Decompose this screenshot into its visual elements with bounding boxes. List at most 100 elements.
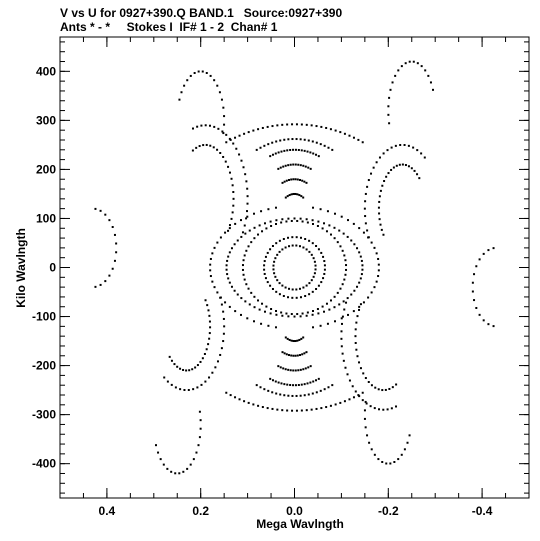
uv-point: [403, 144, 406, 147]
y-tick-labels: 400 300 200 100 0 -100 -200 -300 -400: [32, 64, 56, 470]
uv-point: [275, 223, 278, 226]
uv-point: [243, 254, 246, 257]
uv-point: [307, 393, 310, 396]
uv-point: [291, 244, 294, 247]
uv-point: [278, 250, 281, 253]
uv-point: [299, 354, 302, 357]
uv-point: [288, 287, 291, 290]
uv-point: [264, 255, 267, 258]
uv-point: [222, 155, 225, 158]
uv-point: [217, 127, 220, 130]
uv-point: [253, 212, 256, 215]
uv-point: [312, 275, 315, 278]
uv-point: [157, 451, 160, 454]
uv-point: [208, 332, 211, 335]
uv-point: [407, 144, 410, 147]
y-tick-label: -200: [32, 359, 56, 373]
uv-point: [323, 144, 326, 147]
uv-point: [198, 410, 201, 413]
uv-point: [263, 272, 266, 275]
uv-point: [178, 98, 181, 101]
uv-point: [287, 236, 290, 239]
uv-point: [284, 368, 287, 371]
uv-point: [408, 60, 411, 63]
uv-point: [302, 368, 305, 371]
uv-points: [94, 60, 495, 475]
uv-point: [352, 136, 355, 139]
uv-point: [294, 192, 297, 195]
uv-point: [311, 140, 314, 143]
uv-point: [370, 172, 373, 175]
uv-point: [429, 81, 432, 84]
uv-point: [394, 144, 397, 147]
uv-point: [359, 277, 362, 280]
uv-point: [407, 165, 410, 168]
uv-point: [234, 136, 237, 139]
uv-point: [261, 302, 264, 305]
uv-point: [220, 98, 223, 101]
uv-point: [287, 164, 290, 167]
uv-point: [312, 152, 315, 155]
uv-point: [287, 354, 290, 357]
uv-point: [182, 470, 185, 473]
uv-point: [111, 226, 114, 229]
uv-point: [248, 303, 251, 306]
uv-point: [390, 407, 393, 410]
uv-point: [257, 233, 260, 236]
uv-point: [303, 394, 306, 397]
uv-point: [295, 288, 298, 291]
uv-point: [353, 289, 356, 292]
uv-point: [275, 140, 278, 143]
uv-point: [305, 181, 308, 184]
uv-point: [286, 149, 289, 152]
uv-point: [297, 384, 300, 387]
uv-point: [108, 274, 111, 277]
uv-point: [382, 233, 385, 236]
uv-point: [187, 388, 190, 391]
uv-point: [294, 340, 297, 343]
uv-point: [196, 386, 199, 389]
uv-point: [283, 352, 286, 355]
uv-point: [394, 74, 397, 77]
uv-point: [381, 389, 384, 392]
uv-point: [275, 309, 278, 312]
uv-point: [310, 279, 313, 282]
uv-point: [403, 448, 406, 451]
uv-point: [99, 283, 102, 286]
uv-point: [291, 236, 294, 239]
axis-ticks: [59, 37, 530, 498]
uv-point: [199, 427, 202, 430]
uv-point: [307, 366, 310, 369]
uv-point: [291, 288, 294, 291]
uv-point: [289, 369, 292, 372]
uv-point: [341, 352, 344, 355]
uv-point: [199, 419, 202, 422]
uv-point: [382, 152, 385, 155]
uv-point: [250, 291, 253, 294]
uv-point: [357, 138, 360, 141]
uv-point: [186, 467, 189, 470]
uv-point: [206, 304, 209, 307]
uv-point: [306, 221, 309, 224]
uv-point: [291, 409, 294, 412]
uv-point: [309, 365, 312, 368]
y-tick-label: -100: [32, 310, 56, 324]
uv-point: [416, 149, 419, 152]
uv-point: [269, 312, 272, 315]
uv-point: [358, 395, 361, 398]
uv-point: [308, 239, 311, 242]
uv-point: [301, 179, 304, 182]
uv-point: [315, 141, 318, 144]
uv-point: [280, 382, 283, 385]
uv-point: [274, 152, 277, 155]
uv-point: [313, 260, 316, 263]
uv-point: [353, 243, 356, 246]
uv-point: [228, 305, 231, 308]
uv-point: [385, 175, 388, 178]
uv-point: [186, 79, 189, 82]
uv-point: [296, 354, 299, 357]
uv-point: [280, 150, 283, 153]
uv-point: [291, 296, 294, 299]
uv-point: [213, 246, 216, 249]
uv-point: [314, 268, 317, 271]
